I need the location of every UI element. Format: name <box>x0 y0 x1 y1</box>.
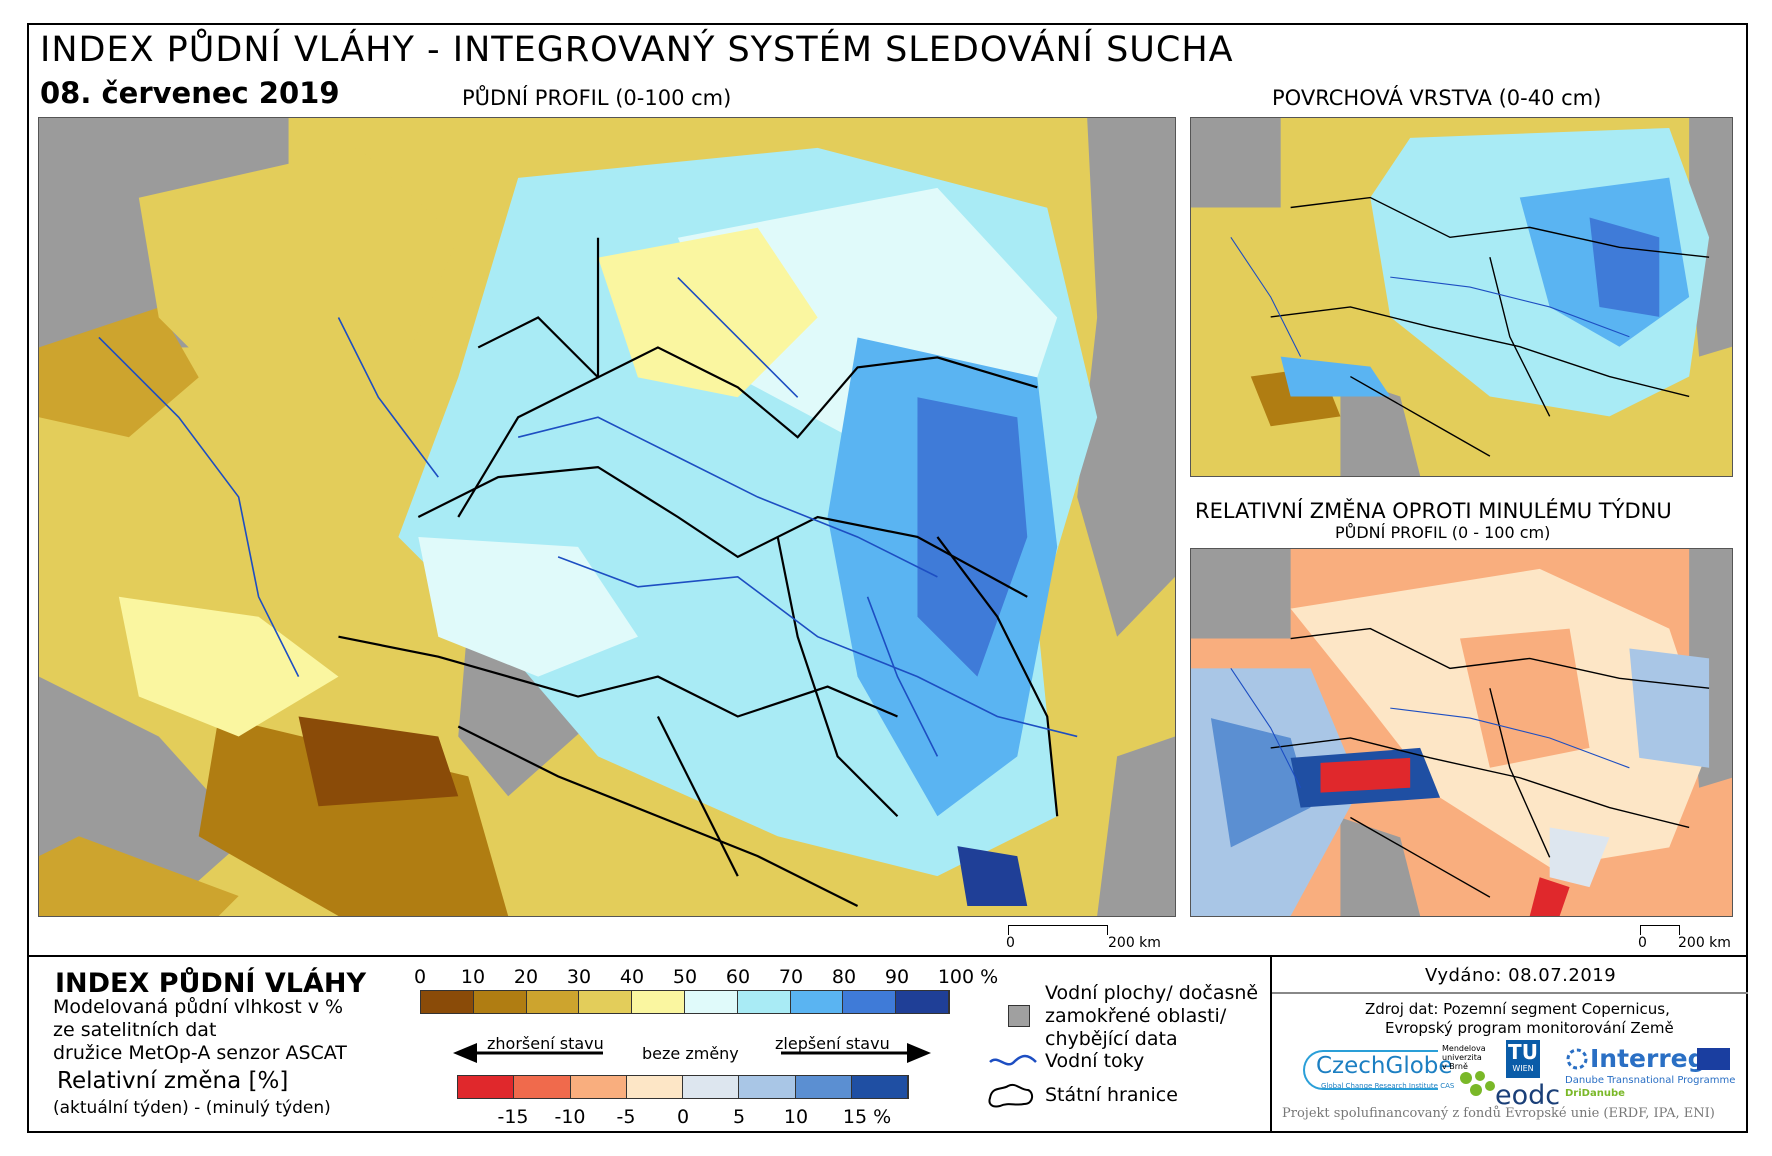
water-label-2: zamokřené oblasti/ <box>1045 1005 1227 1027</box>
nochange-label: beze změny <box>642 1044 739 1063</box>
index-color-cell <box>685 991 738 1013</box>
footer-funding: Projekt spolufinancovaný z fondů Evropsk… <box>1282 1106 1715 1121</box>
czechglobe-logo-subtext: Global Change Research Institute CAS <box>1321 1082 1455 1090</box>
index-color-cell <box>790 991 844 1013</box>
change-color-cell <box>514 1076 571 1098</box>
change-map-sublabel: PŮDNÍ PROFIL (0 - 100 cm) <box>1335 523 1551 542</box>
eu-flag-icon <box>1697 1048 1730 1070</box>
index-color-cell <box>579 991 633 1013</box>
interreg-logo: Interreg <box>1590 1044 1706 1073</box>
index-tick: 80 <box>831 966 857 988</box>
relative-change-map <box>1190 548 1733 917</box>
change-color-cell <box>626 1076 683 1098</box>
better-label: zlepšení stavu <box>775 1034 890 1053</box>
change-color-cell <box>795 1076 852 1098</box>
tu-wien-logo: TU WIEN <box>1506 1040 1540 1078</box>
index-tick: 100 % <box>937 966 999 988</box>
page-title: INDEX PŮDNÍ VLÁHY - INTEGROVANÝ SYSTÉM S… <box>40 30 1234 70</box>
change-color-cell <box>458 1076 515 1098</box>
water-label-1: Vodní plochy/ dočasně <box>1045 982 1259 1004</box>
interreg-subtext1: Danube Transnational Programme <box>1565 1075 1736 1086</box>
change-map-label: RELATIVNÍ ZMĚNA OPROTI MINULÉMU TÝDNU <box>1195 499 1672 523</box>
index-tick: 90 <box>884 966 910 988</box>
change-tick: 5 <box>732 1106 746 1128</box>
change-tick: -10 <box>554 1106 586 1128</box>
index-tick: 0 <box>413 966 427 988</box>
source-line1: Zdroj dat: Pozemní segment Copernicus, <box>1365 1000 1670 1018</box>
index-scale-ticks: 0 10 20 30 40 50 60 70 80 90 100 % <box>414 966 998 988</box>
legend-change-heading: Relativní změna [%] <box>57 1068 289 1094</box>
water-area-swatch <box>1008 1005 1030 1027</box>
outer-frame <box>27 23 1748 1133</box>
index-color-cell <box>526 991 580 1013</box>
issued-divider <box>1272 992 1748 994</box>
small-scale-zero: 0 <box>1638 935 1647 951</box>
legend-desc-line1: Modelovaná půdní vlhkost v % <box>53 996 344 1018</box>
index-tick: 20 <box>513 966 539 988</box>
info-divider <box>1270 956 1272 1133</box>
change-color-cell <box>851 1076 908 1098</box>
source-line2: Evropský program monitorování Země <box>1385 1019 1674 1037</box>
issued-date: Vydáno: 08.07.2019 <box>1425 965 1617 986</box>
legend-desc-line3: družice MetOp-A senzor ASCAT <box>53 1042 347 1064</box>
change-tick: 10 <box>783 1106 809 1128</box>
czechglobe-logo <box>1303 1050 1438 1090</box>
change-color-bar <box>457 1075 909 1099</box>
main-scale-zero: 0 <box>1006 935 1015 951</box>
index-color-cell <box>473 991 527 1013</box>
border-symbol-icon <box>988 1083 1034 1108</box>
interreg-subtext2: DriDanube <box>1565 1088 1625 1099</box>
worse-label: zhoršení stavu <box>487 1034 604 1053</box>
change-tick: 0 <box>676 1106 690 1128</box>
surface-layer-map <box>1190 117 1733 477</box>
index-color-cell <box>843 991 897 1013</box>
change-tick: -5 <box>616 1106 636 1128</box>
index-tick: 60 <box>725 966 751 988</box>
index-color-bar <box>420 990 950 1014</box>
change-tick: 15 % <box>842 1106 892 1128</box>
index-tick: 40 <box>619 966 645 988</box>
change-color-cell <box>739 1076 796 1098</box>
tu-wien-logo-top: TU <box>1508 1040 1538 1064</box>
change-color-cell <box>570 1076 627 1098</box>
main-soil-moisture-map <box>38 117 1176 917</box>
main-map-label: PŮDNÍ PROFIL (0-100 cm) <box>462 86 732 110</box>
main-scale-end: 200 km <box>1108 935 1161 951</box>
rivers-label: Vodní toky <box>1045 1050 1145 1072</box>
change-arrows <box>453 1043 931 1063</box>
index-tick: 10 <box>460 966 486 988</box>
change-scale-ticks: -15 -10 -5 0 5 10 15 % <box>457 1106 909 1128</box>
eodc-logo: eodc <box>1495 1080 1561 1111</box>
legend-heading: INDEX PŮDNÍ VLÁHY <box>55 968 367 999</box>
mendel-line3: v Brně <box>1442 1062 1468 1071</box>
mendel-line1: Mendelova <box>1442 1044 1486 1053</box>
mendel-line2: univerzita <box>1442 1053 1482 1062</box>
index-tick: 70 <box>778 966 804 988</box>
index-tick: 30 <box>566 966 592 988</box>
index-color-cell <box>896 991 949 1013</box>
index-tick: 50 <box>672 966 698 988</box>
index-color-cell <box>632 991 685 1013</box>
legend-change-desc: (aktuální týden) - (minulý týden) <box>53 1098 331 1118</box>
surface-map-label: POVRCHOVÁ VRSTVA (0-40 cm) <box>1272 86 1602 110</box>
small-scale-end: 200 km <box>1678 935 1731 951</box>
small-scale-bar <box>1640 925 1680 935</box>
mendel-logo: Mendelova univerzita v Brně <box>1442 1044 1486 1071</box>
mendel-dots-icon <box>1460 1071 1495 1096</box>
tu-wien-logo-bottom: WIEN <box>1512 1064 1534 1073</box>
water-label-3: chybějící data <box>1045 1028 1178 1050</box>
borders-label: Státní hranice <box>1045 1084 1178 1106</box>
legend-divider <box>27 955 1748 957</box>
change-tick: -15 <box>497 1106 529 1128</box>
main-scale-bar <box>1008 925 1108 935</box>
river-symbol-icon <box>989 1054 1037 1066</box>
index-color-cell <box>737 991 791 1013</box>
czechglobe-logo-text: CzechGlobe <box>1316 1053 1453 1079</box>
legend-desc-line2: ze satelitních dat <box>53 1019 217 1041</box>
change-color-cell <box>683 1076 740 1098</box>
interreg-flower-icon <box>1566 1048 1588 1070</box>
index-color-cell <box>421 991 474 1013</box>
map-date: 08. červenec 2019 <box>40 76 340 110</box>
